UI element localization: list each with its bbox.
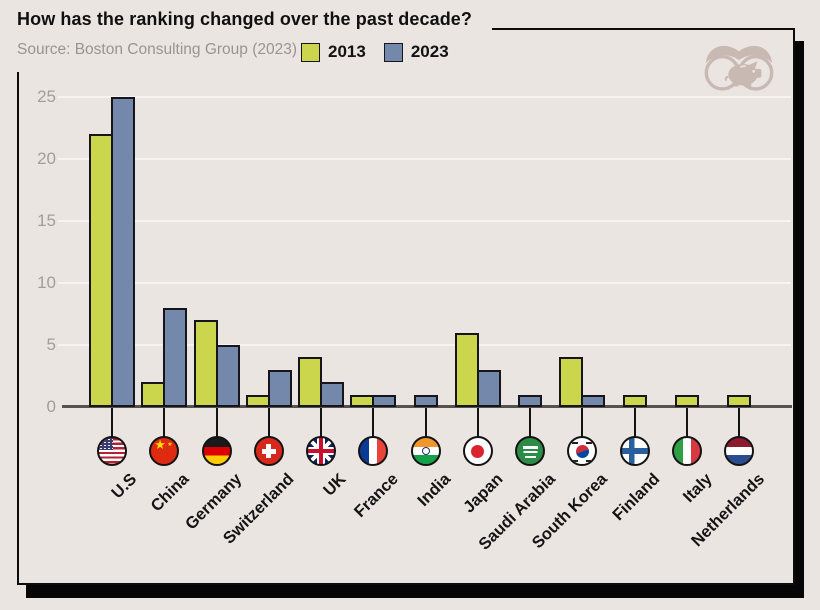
flag-stem-Saudi Arabia (529, 407, 531, 438)
flag-stem-China (163, 407, 166, 438)
x-axis-label-U.S: U.S (108, 470, 141, 503)
y-tick-label-0: 0 (46, 397, 56, 416)
bar-group-India (413, 394, 438, 407)
page-title: How has the ranking changed over the pas… (17, 9, 473, 29)
chart-legend: 2013 2023 (301, 42, 459, 62)
chart-panel (17, 28, 795, 585)
bar-group-Germany (193, 320, 240, 407)
bar-group-Switzerland (245, 369, 292, 407)
bar-group-South Korea (559, 357, 606, 407)
cn-flag-icon (149, 436, 180, 466)
header-block: How has the ranking changed over the pas… (0, 0, 492, 72)
flag-stem-Netherlands (738, 407, 740, 438)
bar-2013-Italy (674, 394, 699, 407)
bar-2023-Germany (215, 345, 240, 407)
x-axis-label-China: China (147, 470, 193, 516)
bar-2023-South Korea (581, 394, 606, 407)
bar-group-Japan (454, 332, 501, 407)
fr-flag-icon (358, 436, 389, 466)
gridline-15 (58, 220, 791, 222)
gridline-25 (58, 96, 791, 98)
bar-2023-UK (320, 382, 344, 407)
bar-group-UK (298, 357, 344, 407)
in-flag-icon (410, 436, 441, 466)
bar-group-Italy (674, 394, 699, 407)
bar-2013-Finland (622, 394, 647, 407)
flag-stem-Switzerland (267, 407, 270, 438)
gridline-10 (58, 282, 791, 284)
flag-stem-Italy (685, 407, 688, 438)
jp-flag-icon (462, 436, 493, 466)
bar-2023-Switzerland (267, 369, 292, 407)
bar-group-China (141, 307, 188, 407)
bar-2013-South Korea (559, 357, 584, 407)
gb-flag-icon (306, 436, 336, 466)
x-axis-label-Italy: Italy (679, 470, 716, 507)
bar-group-Netherlands (727, 394, 751, 407)
nl-flag-icon (724, 436, 754, 466)
bar-2023-India (413, 394, 438, 407)
legend-swatch-2023 (383, 42, 403, 62)
bar-2013-Germany (193, 320, 218, 407)
flag-stem-Germany (215, 407, 218, 438)
bar-2013-UK (298, 357, 322, 407)
x-axis-label-Japan: Japan (460, 470, 507, 517)
ch-flag-icon (253, 436, 284, 466)
x-axis-label-UK: UK (320, 470, 350, 500)
bar-2013-Netherlands (727, 394, 751, 407)
de-flag-icon (201, 436, 232, 466)
y-tick-label-20: 20 (37, 149, 56, 168)
bar-2023-France (372, 394, 397, 407)
flag-stem-South Korea (581, 407, 584, 438)
it-flag-icon (671, 436, 702, 466)
bar-2013-Japan (454, 332, 479, 407)
bar-2023-Saudi Arabia (518, 394, 542, 407)
flag-stem-Japan (476, 407, 479, 438)
x-axis-label-France: France (350, 470, 402, 521)
gridline-5 (58, 344, 791, 346)
legend-label-2013: 2013 (328, 42, 366, 61)
fi-flag-icon (619, 436, 650, 466)
flag-stem-India (424, 407, 427, 438)
y-tick-label-15: 15 (37, 211, 56, 230)
bar-group-U.S (89, 97, 135, 407)
bar-2013-U.S (89, 134, 113, 407)
legend-swatch-2013 (301, 42, 320, 62)
flag-stem-France (372, 407, 375, 438)
binoculars-piggy-bank-logo-icon (698, 33, 780, 102)
bar-group-France (350, 394, 397, 407)
bar-2023-U.S (111, 97, 135, 407)
y-tick-label-5: 5 (46, 335, 56, 354)
bar-2013-China (141, 382, 166, 407)
x-axis-label-Finland: Finland (609, 470, 664, 525)
bar-2023-China (163, 307, 188, 407)
bar-group-Finland (622, 394, 647, 407)
bar-2013-Switzerland (245, 394, 270, 407)
x-axis-label-India: India (414, 470, 455, 510)
gridline-20 (58, 158, 791, 160)
y-tick-label-25: 25 (37, 87, 56, 106)
y-tick-label-10: 10 (37, 273, 56, 292)
kr-flag-icon (567, 436, 598, 466)
legend-label-2023: 2023 (410, 42, 449, 61)
bar-2023-Japan (476, 369, 501, 407)
us-flag-icon (97, 436, 127, 466)
source-attribution: Source: Boston Consulting Group (2023) (17, 41, 298, 58)
bar-group-Saudi Arabia (518, 394, 542, 407)
flag-stem-Finland (633, 407, 636, 438)
flag-stem-UK (320, 407, 322, 438)
sa-flag-icon (515, 436, 545, 466)
flag-stem-U.S (111, 407, 113, 438)
bar-2013-France (350, 394, 375, 407)
